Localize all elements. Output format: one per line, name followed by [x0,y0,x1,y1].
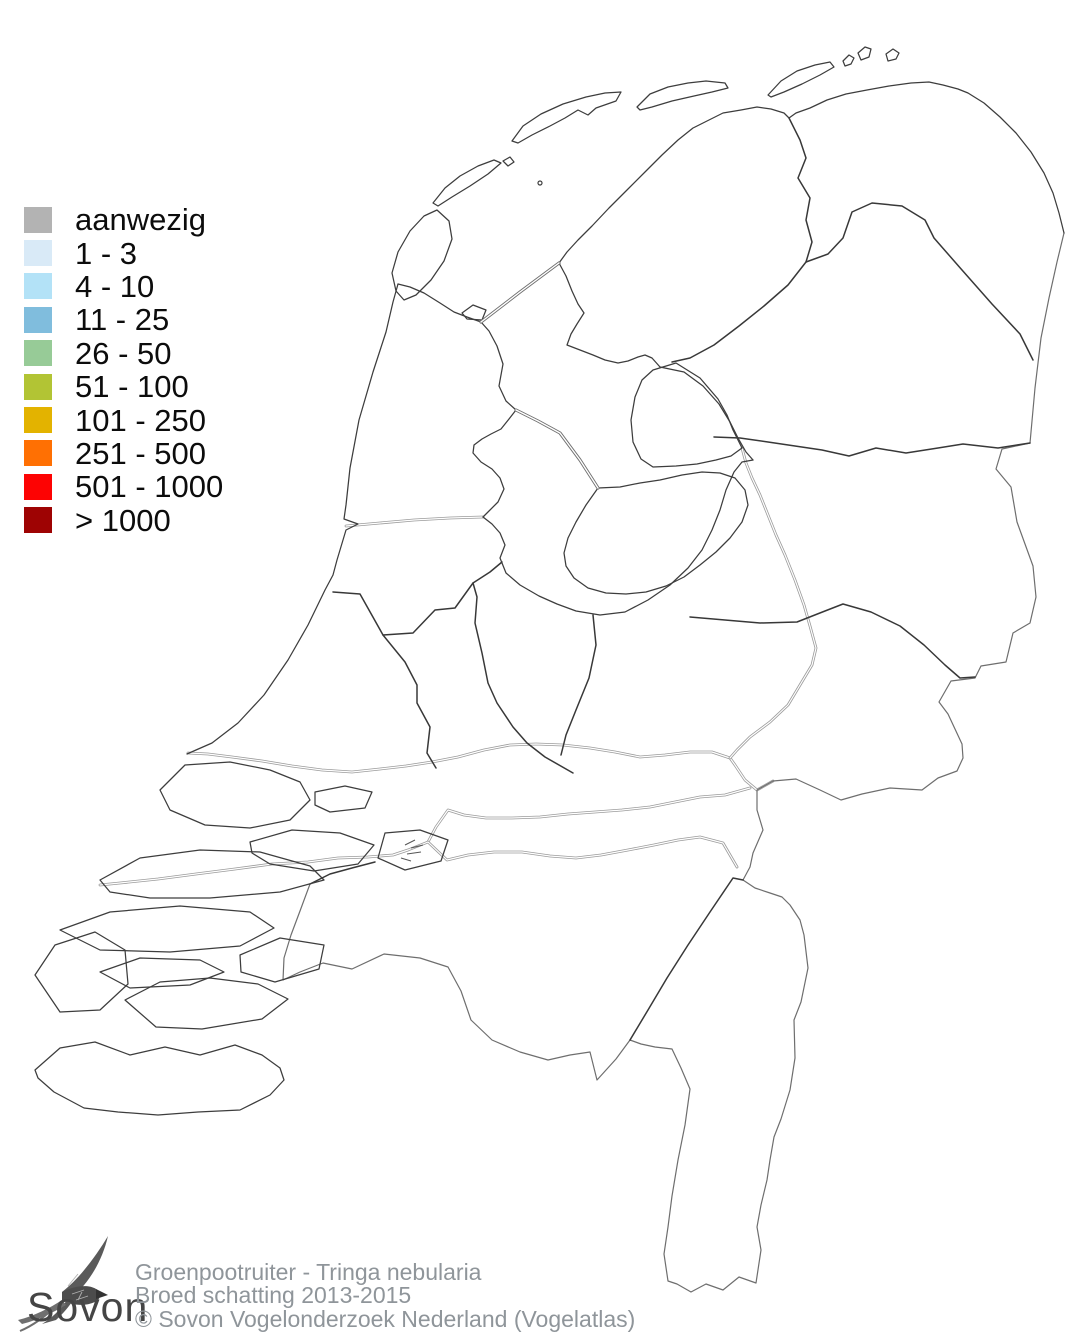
national-border-germany-belgium [282,232,1065,1293]
legend-swatch [24,507,52,534]
sovon-swallow-logo-icon [18,1236,108,1332]
legend-item: 1 - 3 [24,236,223,269]
legend-label: 501 - 1000 [75,469,224,505]
legend-swatch [24,273,52,300]
coastline [186,81,1065,755]
legend-item: 51 - 100 [24,370,223,403]
wadden-islands [391,46,900,301]
legend-item: 11 - 25 [24,303,223,336]
legend-swatch [24,440,52,467]
legend-label: 251 - 500 [75,435,206,471]
legend-swatch [24,240,52,267]
legend-swatch [24,340,52,367]
dikes [479,261,600,490]
legend-item: 251 - 500 [24,437,223,470]
legend-item: 101 - 250 [24,403,223,436]
legend-swatch [24,407,52,434]
legend-swatch [24,306,52,333]
legend-item: aanwezig [24,203,223,236]
caption-subtitle: Broed schatting 2013-2015 [135,1282,412,1309]
legend-item: 4 - 10 [24,270,223,303]
flevoland-polders [563,362,749,595]
delta-islands-zeeland [34,761,449,1116]
legend-swatch [24,373,52,400]
legend-label: > 1000 [75,502,171,538]
legend-label: 11 - 25 [75,302,170,338]
legend-label: 26 - 50 [75,335,172,371]
legend-label: 101 - 250 [75,402,206,438]
caption-species: Groenpootruiter - Tringa nebularia [135,1259,482,1285]
legend-label: aanwezig [75,202,206,238]
legend-label: 4 - 10 [75,268,155,304]
legend-item: 26 - 50 [24,337,223,370]
rivers [98,446,818,887]
legend-item: 501 - 1000 [24,470,223,503]
province-borders [309,117,1034,1041]
legend-label: 51 - 100 [75,369,189,405]
caption-copyright: © Sovon Vogelonderzoek Nederland (Vogela… [135,1305,636,1332]
legend-item: > 1000 [24,504,223,537]
legend: aanwezig 1 - 3 4 - 10 11 - 25 26 - 50 51… [24,203,223,537]
map-caption: Groenpootruiter - Tringa nebularia Broed… [135,1259,636,1332]
legend-swatch [24,473,52,500]
legend-label: 1 - 3 [75,235,138,271]
legend-swatch [24,206,52,233]
sovon-logo-text: Sovon [27,1284,149,1330]
